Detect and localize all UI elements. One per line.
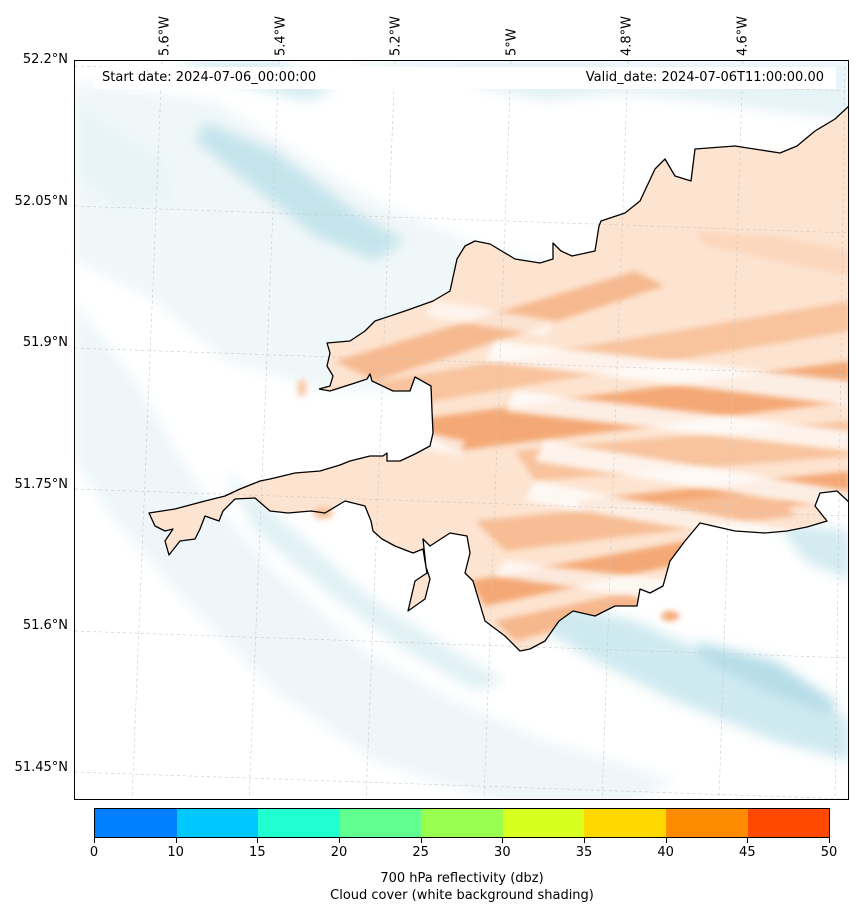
colorbar-segment	[95, 809, 177, 837]
colorbar-tick	[665, 838, 667, 843]
colorbar-tick-label: 25	[412, 845, 429, 860]
colorbar-tick	[94, 838, 95, 843]
colorbar-tick	[502, 838, 504, 843]
colorbar-tick-label: 35	[575, 845, 593, 860]
colorbar-segment	[665, 809, 748, 837]
colorbar-tick-label: 10	[167, 845, 184, 860]
colorbar-tick	[584, 838, 585, 843]
date-header: Start date: 2024-07-06_00:00:00 Valid_da…	[94, 67, 836, 89]
colorbar-tick-label: 40	[657, 845, 674, 860]
lat-label-51-9n: 51.9°N	[22, 335, 68, 350]
lat-label-52-2n: 52.2°N	[22, 52, 68, 67]
colorbar-label: 700 hPa reflectivity (dbz)	[380, 871, 544, 886]
lat-label-51-75n: 51.75°N	[14, 477, 68, 492]
cloud-cover-shading	[75, 61, 848, 799]
map-canvas	[75, 61, 848, 799]
lat-label-51-6n: 51.6°N	[22, 618, 68, 633]
map-panel	[74, 60, 849, 800]
colorbar-segment	[584, 809, 666, 837]
colorbar-segment	[258, 809, 340, 837]
lon-label-5-4w: 5.4°W	[273, 15, 289, 56]
lat-label-51-45n: 51.45°N	[14, 760, 68, 775]
colorbar-tick-label: 45	[739, 845, 756, 860]
offshore-reflectivity-patches	[297, 151, 848, 621]
colorbar-segment	[176, 809, 259, 837]
colorbar-tick	[420, 838, 422, 843]
reflectivity-colorbar	[94, 808, 830, 838]
colorbar-tick-label: 50	[820, 845, 838, 860]
lon-label-5w: 5°W	[504, 28, 520, 56]
colorbar-segment	[502, 809, 585, 837]
colorbar-tick-label: 15	[249, 845, 266, 860]
colorbar-tick-label: 30	[494, 845, 511, 860]
lon-label-5-6w: 5.6°W	[157, 15, 173, 56]
lon-label-4-6w: 4.6°W	[735, 15, 751, 56]
colorbar-tick	[175, 838, 177, 843]
lat-label-52-05n: 52.05°N	[14, 194, 68, 209]
colorbar-sublabel: Cloud cover (white background shading)	[330, 888, 594, 903]
colorbar-segment	[421, 809, 503, 837]
colorbar-segment	[747, 809, 830, 837]
lon-label-4-8w: 4.8°W	[619, 15, 635, 56]
colorbar-tick-label: 0	[89, 845, 99, 860]
colorbar-tick	[747, 838, 749, 843]
valid-date-text: Valid_date: 2024-07-06T11:00:00.00	[585, 70, 824, 85]
colorbar-segment	[339, 809, 422, 837]
start-date-text: Start date: 2024-07-06_00:00:00	[102, 70, 317, 85]
colorbar-tick-label: 20	[330, 845, 348, 860]
colorbar-tick	[257, 838, 259, 843]
colorbar-tick	[829, 838, 830, 843]
lon-label-5-2w: 5.2°W	[388, 15, 404, 56]
coastline	[148, 105, 848, 652]
colorbar-tick	[339, 838, 340, 843]
